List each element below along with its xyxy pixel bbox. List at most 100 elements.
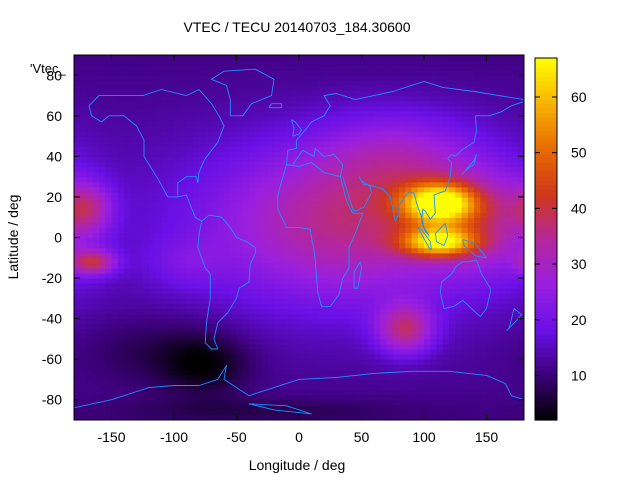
heatmap-cell — [99, 252, 106, 259]
heatmap-cell — [386, 115, 394, 122]
heatmap-cell — [330, 161, 338, 168]
heatmap-cell — [411, 131, 419, 137]
heatmap-cell — [392, 141, 400, 147]
heatmap-cell — [217, 364, 225, 370]
heatmap-cell — [374, 354, 381, 360]
heatmap-cell — [461, 262, 469, 269]
heatmap-cell — [267, 333, 275, 340]
heatmap-cell — [199, 399, 206, 406]
heatmap-cell — [424, 222, 431, 228]
heatmap-cell — [355, 323, 363, 330]
heatmap-cell — [117, 181, 125, 188]
heatmap-cell — [224, 343, 231, 350]
heatmap-cell — [330, 191, 338, 198]
heatmap-cell — [255, 202, 263, 208]
heatmap-cell — [161, 176, 169, 183]
heatmap-cell — [367, 110, 375, 117]
heatmap-cell — [261, 374, 269, 381]
heatmap-cell — [242, 176, 250, 183]
heatmap-cell — [424, 85, 431, 92]
heatmap-cell — [474, 328, 481, 335]
heatmap-cell — [411, 196, 419, 203]
heatmap-cell — [392, 222, 400, 228]
heatmap-cell — [342, 237, 350, 244]
heatmap-cell — [474, 60, 481, 66]
heatmap-cell — [224, 262, 231, 269]
heatmap-cell — [405, 379, 413, 386]
heatmap-cell — [455, 318, 463, 325]
heatmap-cell — [192, 196, 200, 203]
heatmap-cell — [274, 409, 281, 416]
heatmap-cell — [349, 247, 356, 254]
heatmap-cell — [474, 379, 481, 386]
heatmap-cell — [299, 272, 306, 279]
heatmap-cell — [492, 374, 500, 381]
heatmap-cell — [449, 237, 456, 244]
heatmap-cell — [211, 354, 219, 360]
heatmap-cell — [236, 313, 244, 320]
heatmap-cell — [117, 237, 125, 244]
heatmap-cell — [480, 125, 488, 132]
heatmap-cell — [330, 288, 338, 294]
heatmap-cell — [186, 262, 194, 269]
heatmap-cell — [230, 186, 238, 193]
heatmap-cell — [474, 90, 481, 97]
heatmap-cell — [449, 232, 456, 239]
heatmap-cell — [136, 105, 144, 112]
heatmap-cell — [217, 343, 225, 350]
heatmap-cell — [255, 196, 263, 203]
heatmap-cell — [311, 267, 319, 274]
heatmap-cell — [436, 374, 444, 381]
heatmap-cell — [255, 379, 263, 386]
heatmap-cell — [461, 369, 469, 375]
heatmap-cell — [442, 125, 450, 132]
heatmap-cell — [392, 409, 400, 416]
heatmap-cell — [292, 338, 300, 345]
heatmap-cell — [411, 136, 419, 142]
heatmap-cell — [255, 222, 263, 228]
heatmap-cell — [136, 110, 144, 117]
heatmap-cell — [124, 323, 131, 330]
heatmap-cell — [211, 151, 219, 157]
heatmap-cell — [224, 278, 231, 284]
heatmap-cell — [149, 85, 156, 92]
heatmap-cell — [80, 369, 88, 375]
heatmap-cell — [117, 171, 125, 178]
heatmap-cell — [261, 262, 269, 269]
heatmap-cell — [105, 313, 113, 320]
heatmap-cell — [355, 374, 363, 381]
heatmap-cell — [274, 70, 281, 76]
heatmap-cell — [230, 257, 238, 264]
heatmap-cell — [180, 100, 188, 107]
heatmap-cell — [305, 384, 313, 391]
heatmap-cell — [330, 212, 338, 218]
heatmap-cell — [461, 409, 469, 416]
heatmap-cell — [311, 338, 319, 345]
heatmap-cell — [80, 202, 88, 208]
heatmap-cell — [399, 414, 406, 420]
heatmap-cell — [242, 399, 250, 406]
heatmap-cell — [286, 212, 294, 218]
heatmap-cell — [92, 85, 100, 92]
heatmap-cell — [117, 283, 125, 289]
heatmap-cell — [349, 242, 356, 249]
heatmap-cell — [430, 318, 438, 325]
heatmap-cell — [280, 141, 288, 147]
heatmap-cell — [155, 171, 163, 178]
heatmap-cell — [467, 105, 475, 112]
heatmap-cell — [274, 171, 281, 178]
heatmap-cell — [217, 262, 225, 269]
heatmap-cell — [261, 343, 269, 350]
heatmap-cell — [155, 359, 163, 365]
heatmap-cell — [442, 359, 450, 365]
heatmap-cell — [374, 414, 381, 420]
heatmap-cell — [480, 278, 488, 284]
heatmap-cell — [492, 55, 500, 61]
heatmap-cell — [217, 242, 225, 249]
heatmap-cell — [474, 186, 481, 193]
heatmap-cell — [411, 70, 419, 76]
heatmap-cell — [224, 359, 231, 365]
heatmap-cell — [336, 384, 344, 391]
heatmap-cell — [392, 212, 400, 218]
heatmap-cell — [224, 222, 231, 228]
